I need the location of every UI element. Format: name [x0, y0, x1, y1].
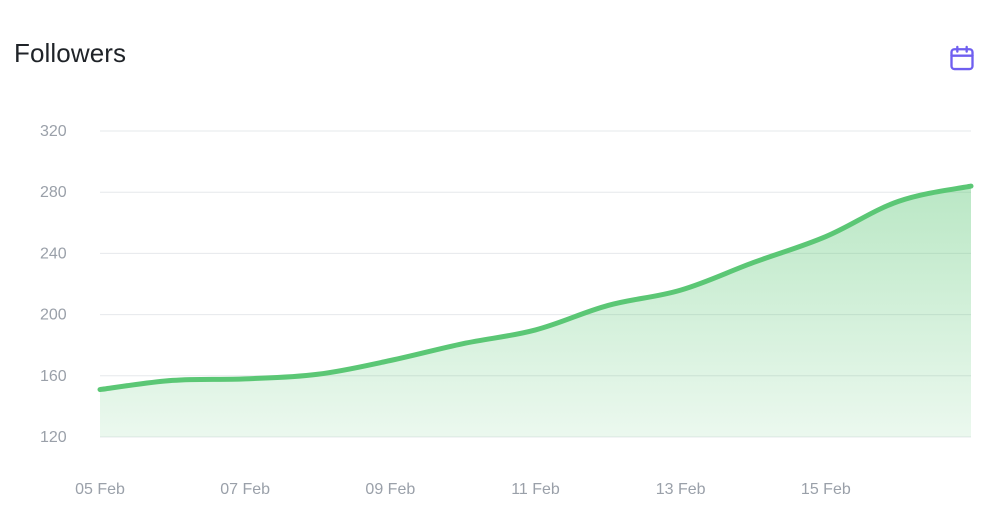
- y-tick-label-120: 120: [40, 429, 67, 446]
- y-tick-label-280: 280: [40, 184, 67, 201]
- y-tick-label-160: 160: [40, 368, 67, 385]
- y-tick-label-320: 320: [40, 123, 67, 140]
- x-tick-label-05-feb: 05 Feb: [75, 481, 125, 498]
- y-tick-label-240: 240: [40, 245, 67, 262]
- y-tick-label-200: 200: [40, 307, 67, 324]
- x-tick-label-07-feb: 07 Feb: [220, 481, 270, 498]
- calendar-icon: [950, 45, 974, 71]
- x-tick-label-09-feb: 09 Feb: [365, 481, 415, 498]
- series-line: [97, 183, 974, 393]
- chart-title: Followers: [14, 38, 127, 68]
- series-area: [100, 186, 971, 437]
- x-tick-label-15-feb: 15 Feb: [801, 481, 851, 498]
- date-range-button[interactable]: [946, 42, 978, 74]
- x-tick-label-13-feb: 13 Feb: [656, 481, 706, 498]
- x-tick-label-11-feb: 11 Feb: [511, 481, 560, 498]
